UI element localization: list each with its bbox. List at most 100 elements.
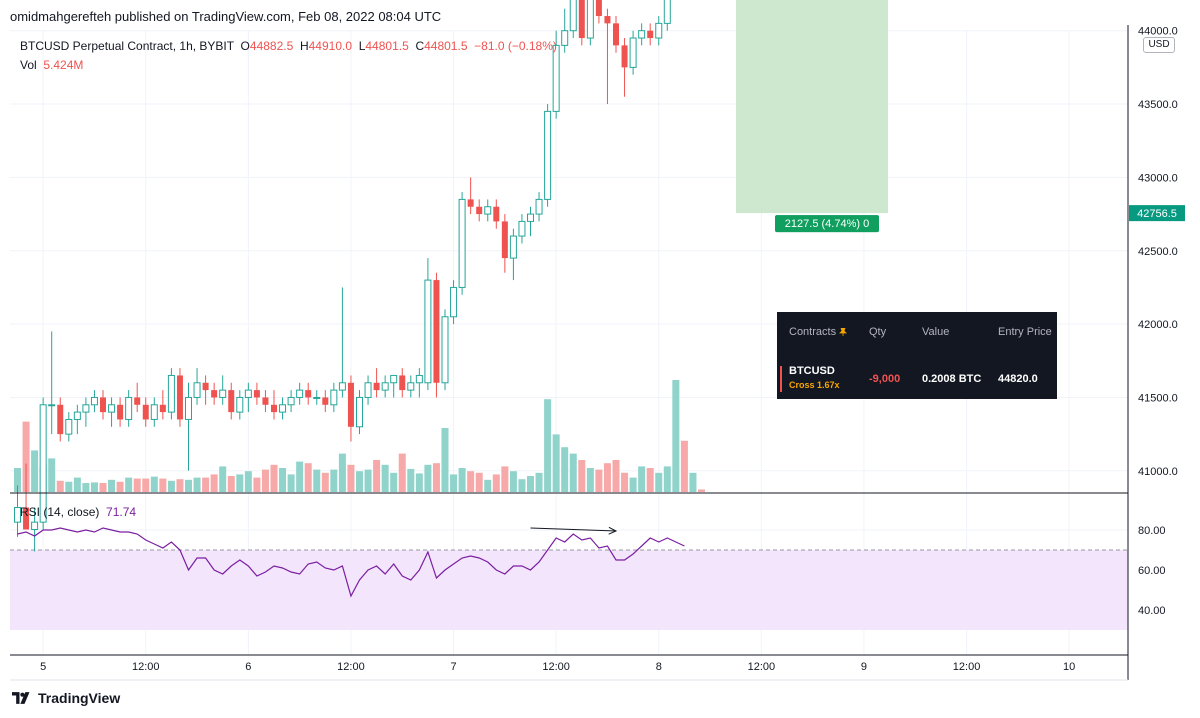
candle-body bbox=[219, 389, 227, 398]
candle-body bbox=[544, 110, 552, 200]
time-tick-label: 5 bbox=[40, 661, 46, 673]
volume-bar bbox=[304, 463, 312, 492]
candle-body bbox=[176, 375, 183, 420]
volume-bar bbox=[552, 434, 560, 492]
candle-body bbox=[313, 396, 321, 399]
position-value: 0.2008 BTC bbox=[922, 373, 982, 385]
close-value: 44801.5 bbox=[424, 39, 468, 53]
time-tick-label: 6 bbox=[245, 661, 251, 673]
candle-body bbox=[100, 397, 106, 413]
candle-body bbox=[211, 390, 218, 398]
candle-body bbox=[441, 316, 449, 384]
volume-bar bbox=[646, 468, 654, 492]
volume-bar bbox=[518, 479, 526, 492]
candle-body bbox=[356, 396, 363, 428]
price-badges: 45424.544884.044801.555:4942756.5 bbox=[1129, 205, 1185, 222]
trend-arrows[interactable] bbox=[530, 0, 618, 535]
short-position-tool[interactable]: 540.5 (1.20%) 082.5 - 03.942127.5 (4.74%… bbox=[736, 0, 888, 233]
target-price-badge: 42756.5 bbox=[1137, 208, 1177, 220]
brand-name: TradingView bbox=[38, 690, 121, 706]
candle-body bbox=[167, 374, 175, 413]
candle-body bbox=[236, 396, 244, 413]
pin-icon[interactable] bbox=[839, 328, 848, 337]
position-symbol: BTCUSD bbox=[789, 365, 835, 377]
tradingview-footer[interactable]: TradingView bbox=[12, 690, 120, 706]
volume-bar bbox=[381, 464, 389, 492]
axes[interactable]: 41000.0 41500.0 42000.0 42500.0 43000.0 43500… bbox=[10, 25, 1178, 681]
volume-bar bbox=[330, 469, 338, 492]
target-label-tint bbox=[775, 215, 879, 233]
volume-bar bbox=[90, 482, 98, 492]
volume-bar bbox=[56, 480, 64, 492]
volume-bar bbox=[638, 466, 646, 492]
time-tick-label: 9 bbox=[861, 661, 867, 673]
candle-body bbox=[399, 375, 406, 391]
candle-body bbox=[48, 404, 56, 407]
volume-bar bbox=[253, 477, 261, 492]
volume-bar bbox=[14, 468, 21, 492]
candle-body bbox=[296, 389, 304, 398]
candle-body bbox=[262, 397, 269, 405]
col-entry-price: Entry Price bbox=[998, 326, 1052, 338]
price-tick-label: 42000.0 bbox=[1138, 319, 1178, 331]
volume-bar bbox=[150, 476, 158, 492]
rsi-tick-label: 60.00 bbox=[1138, 565, 1166, 577]
candle-body bbox=[373, 382, 380, 391]
candle-body bbox=[586, 0, 594, 39]
volume-bar bbox=[544, 399, 552, 492]
volume-bar bbox=[407, 468, 415, 492]
volume-bar bbox=[313, 469, 321, 492]
volume-bar bbox=[244, 471, 252, 492]
candle-body bbox=[322, 397, 329, 405]
candle-body bbox=[535, 198, 543, 215]
time-tick-label: 12:00 bbox=[337, 661, 365, 673]
candle-body bbox=[407, 382, 415, 391]
candle-body bbox=[501, 221, 508, 259]
volume-bar bbox=[159, 478, 167, 492]
low-label: L bbox=[358, 39, 366, 53]
volume-bar bbox=[509, 471, 517, 492]
volume-bar bbox=[261, 469, 269, 492]
candle-body bbox=[193, 382, 201, 398]
candle-body bbox=[202, 382, 209, 391]
volume-bar bbox=[535, 472, 543, 492]
volume-bar bbox=[663, 466, 671, 492]
candle-body bbox=[14, 506, 21, 523]
candle-body bbox=[23, 507, 30, 530]
rsi-series-line bbox=[17, 527, 685, 598]
positions-table[interactable]: Contracts Qty Value Entry Price BTCUSD C… bbox=[777, 312, 1057, 399]
profit-zone bbox=[736, 0, 888, 214]
candle-body bbox=[613, 23, 619, 46]
volume-bar bbox=[527, 476, 534, 492]
candle-body bbox=[647, 30, 654, 39]
time-tick-label: 12:00 bbox=[132, 661, 160, 673]
volume-bar bbox=[467, 471, 475, 492]
tradingview-logo-icon bbox=[12, 692, 30, 704]
price-tick-label: 43500.0 bbox=[1138, 99, 1178, 111]
candle-body bbox=[663, 0, 671, 24]
candle-body bbox=[244, 389, 252, 398]
rsi-tick-label: 80.00 bbox=[1138, 525, 1166, 537]
volume-bar bbox=[296, 461, 304, 492]
volume-bar bbox=[689, 472, 697, 492]
rsi-label: RSI (14, close) bbox=[20, 505, 100, 519]
volume-bar bbox=[270, 464, 278, 492]
time-tick-label: 12:00 bbox=[748, 661, 776, 673]
candle-body bbox=[604, 16, 611, 24]
position-leverage: Cross 1.67x bbox=[789, 380, 840, 390]
volume-bar bbox=[287, 474, 295, 492]
price-tick-label: 41000.0 bbox=[1138, 466, 1178, 478]
candle-body bbox=[271, 404, 277, 413]
high-label: H bbox=[299, 39, 309, 53]
time-tick-label: 7 bbox=[450, 661, 456, 673]
volume-bar bbox=[279, 468, 287, 492]
currency-button[interactable]: USD bbox=[1143, 37, 1175, 53]
target-label: 2127.5 (4.74%) 0 bbox=[785, 218, 869, 230]
candle-body bbox=[433, 280, 440, 383]
volume-bar bbox=[441, 428, 449, 492]
volume-bar bbox=[185, 479, 192, 492]
candle-body bbox=[142, 404, 149, 420]
time-tick-label: 10 bbox=[1063, 661, 1075, 673]
candle-body bbox=[561, 30, 569, 46]
